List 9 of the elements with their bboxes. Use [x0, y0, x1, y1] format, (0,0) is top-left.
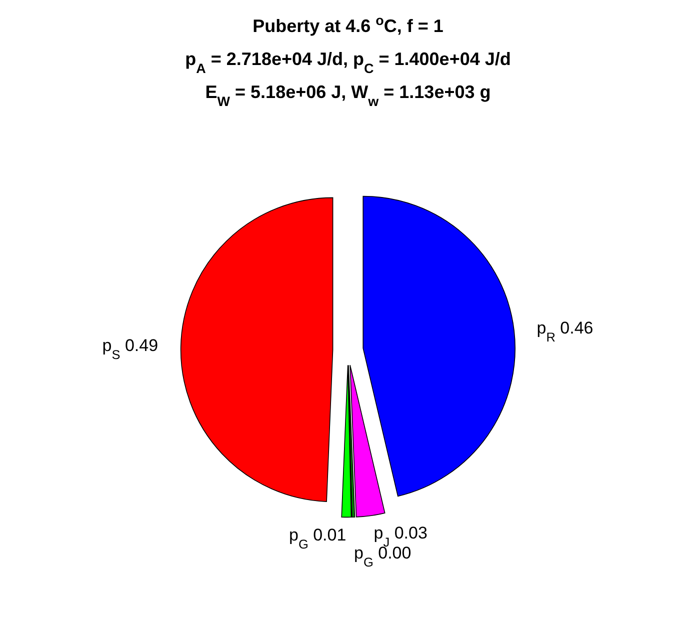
slice-label: p$_{G}$	[288, 525, 308, 551]
data-label: 0.01	[308, 525, 346, 544]
data-label: 0.49	[120, 336, 158, 356]
chart-title: Puberty at 4.6 $^{o}$C, f = 1 p$_{A}$ = 2.718e+04 J/d, p$_{C}$ = 1.400e+04 J/d E$_{W}$ = 5.18e+06 J, W$_{w}$ = 1.13e+03 g	[185, 12, 511, 108]
slice-label: p$_{R}$	[536, 318, 556, 344]
data-label: 0.03	[390, 524, 428, 543]
slice-label: p$_{G}$	[354, 543, 374, 569]
data-label: 0.46	[555, 318, 594, 338]
slice-label: p$_{S}$	[102, 336, 120, 362]
